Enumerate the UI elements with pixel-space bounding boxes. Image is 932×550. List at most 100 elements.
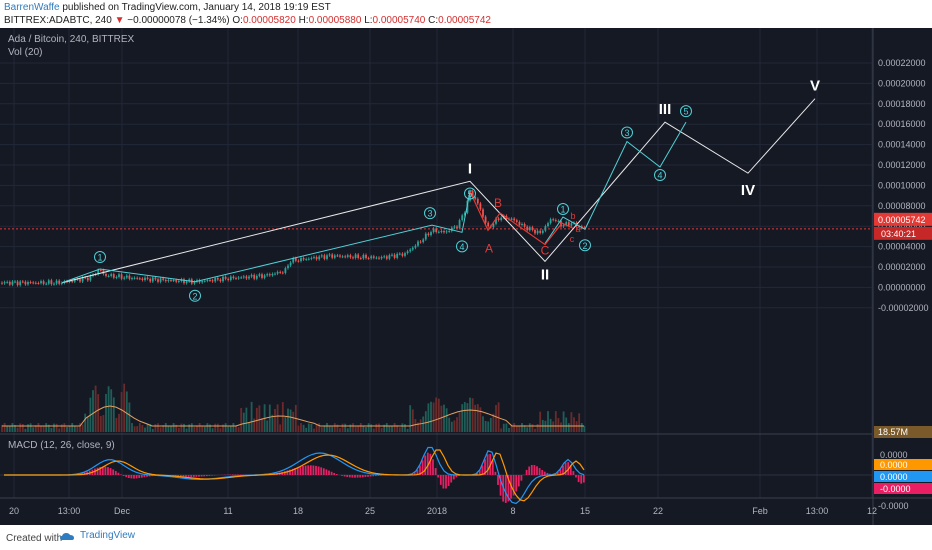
candle-body xyxy=(367,258,370,260)
volume-bar xyxy=(331,426,334,432)
candle-body xyxy=(313,256,315,258)
candle-body xyxy=(463,212,466,216)
candle-body xyxy=(229,276,232,281)
volume-bar xyxy=(105,393,107,432)
price-tick-label: 0.00004000 xyxy=(878,242,926,252)
price-tick-label: 0.00018000 xyxy=(878,99,926,109)
volume-bar xyxy=(367,423,370,432)
macd-histogram-bar xyxy=(140,475,143,478)
volume-bar xyxy=(398,427,401,432)
candle-body xyxy=(570,223,573,226)
candle-body xyxy=(346,255,349,257)
candle-body xyxy=(99,269,102,271)
macd-histogram-bar xyxy=(237,474,239,475)
candle-body xyxy=(227,278,230,281)
candle-body xyxy=(203,280,206,282)
price-tick-label: 0.00006000 xyxy=(878,221,926,231)
time-tick-label: 8 xyxy=(510,506,515,516)
volume-bar xyxy=(224,423,227,432)
time-tick-label: 11 xyxy=(223,506,232,516)
volume-bar xyxy=(157,423,159,432)
volume-bar xyxy=(81,424,84,432)
wave-number-1: 1 xyxy=(97,253,102,263)
macd-histogram-bar xyxy=(148,475,151,477)
price-axis: 0.00022000 0.00020000 0.00018000 0.00016000… xyxy=(9,58,932,516)
volume-bar xyxy=(300,423,302,432)
candle-body xyxy=(177,280,180,282)
macd-histogram-bar xyxy=(320,467,323,475)
macd-histogram-bar xyxy=(133,475,135,479)
volume-bar xyxy=(170,426,172,432)
wave-label-III: III xyxy=(659,101,672,118)
major-wave-path xyxy=(61,98,816,284)
candle-body xyxy=(237,277,240,279)
projected-wave-marker-4 xyxy=(654,169,666,182)
price-tick-label: 0.00014000 xyxy=(878,140,926,150)
volume-bar xyxy=(456,417,458,432)
macd-histogram-bar xyxy=(198,475,200,477)
candle-body xyxy=(391,254,393,256)
candle-body xyxy=(120,274,123,279)
candle-body xyxy=(359,257,362,259)
volume-bar xyxy=(307,423,310,432)
tradingview-label: TradingView xyxy=(80,530,136,541)
volume-bar xyxy=(440,405,443,432)
volume-bar xyxy=(255,407,258,432)
volume-bar xyxy=(24,428,27,432)
candle-body xyxy=(250,274,253,277)
volume-bar xyxy=(175,424,178,432)
high-label: H: xyxy=(298,15,309,26)
volume-bar xyxy=(27,424,29,432)
candle-body xyxy=(557,220,560,222)
candle-body xyxy=(497,218,500,221)
macd-pane xyxy=(0,446,872,505)
volume-bar xyxy=(471,398,474,432)
volume-bar xyxy=(253,418,256,432)
price-tick-label: 0.00002000 xyxy=(878,262,926,272)
candle-body xyxy=(206,280,209,282)
volume-bar xyxy=(326,423,328,432)
macd-histogram-bar xyxy=(432,459,434,475)
candle-body xyxy=(380,256,383,259)
wave-marker-1 xyxy=(94,251,106,264)
volume-bar xyxy=(352,423,354,432)
volume-bar xyxy=(271,414,274,432)
volume-bar xyxy=(570,412,573,432)
candle-body xyxy=(281,272,284,274)
macd-histogram-bar xyxy=(130,475,133,479)
time-tick-label: 13:00 xyxy=(58,506,81,516)
volume-bar xyxy=(21,423,24,432)
candle-body xyxy=(81,277,84,282)
wave-marker-2 xyxy=(189,289,201,302)
volume-bar xyxy=(29,423,32,432)
wave-label-I: I xyxy=(468,160,472,177)
macd-histogram-bar xyxy=(348,475,351,478)
candle-body xyxy=(240,277,243,279)
volume-bar xyxy=(523,425,526,432)
candle-body xyxy=(79,279,81,282)
candle-body xyxy=(315,256,318,260)
volume-bar xyxy=(560,422,562,432)
candle-body xyxy=(84,277,87,279)
macd-histogram-bar xyxy=(525,469,528,475)
macd-histogram-bar xyxy=(507,475,510,502)
author-link[interactable]: BarrenWaffe xyxy=(4,2,60,13)
tradingview-brand[interactable]: TradingView xyxy=(60,530,135,541)
volume-bar xyxy=(240,408,243,432)
signal-line xyxy=(4,449,585,502)
macd-histogram-bar xyxy=(517,475,520,487)
macd-line xyxy=(4,446,585,505)
volume-bar xyxy=(549,418,552,432)
time-tick-label: 13:00 xyxy=(806,506,829,516)
volume-bars xyxy=(1,383,586,432)
volume-bar xyxy=(562,411,565,432)
volume-bar xyxy=(8,426,11,432)
volume-bar xyxy=(388,426,391,432)
candle-body xyxy=(521,223,523,225)
candle-body xyxy=(479,203,482,210)
volume-bar xyxy=(214,423,217,432)
candle-body xyxy=(71,280,74,282)
candle-body xyxy=(554,219,557,221)
